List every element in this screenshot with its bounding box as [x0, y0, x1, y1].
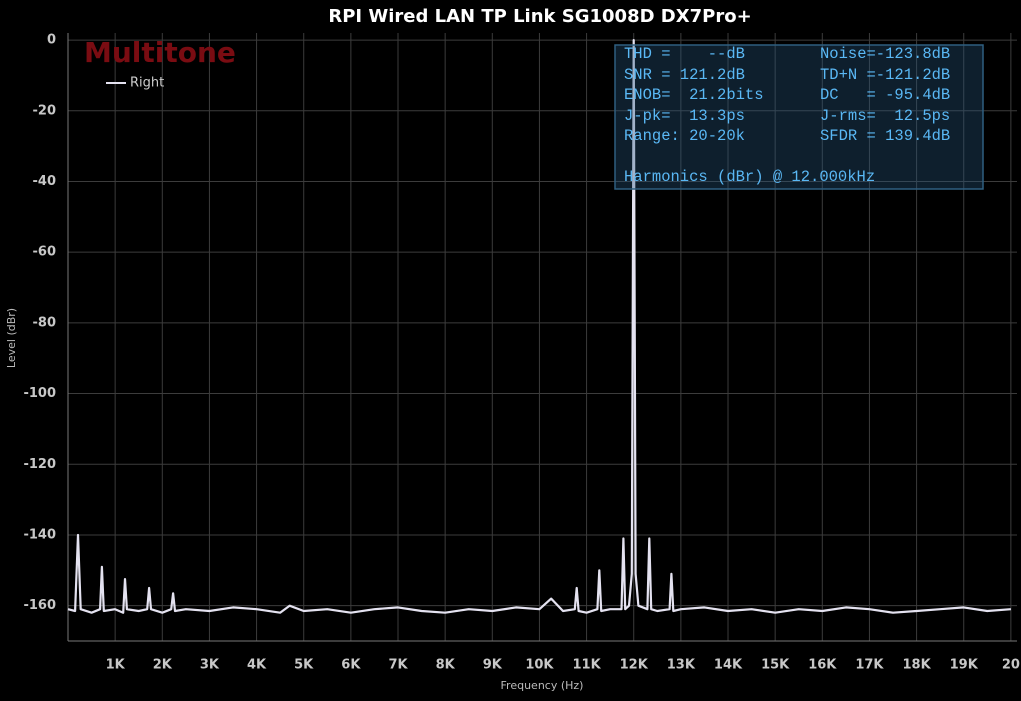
- y-tick-label: -160: [23, 598, 56, 613]
- y-tick-label: -120: [23, 457, 56, 472]
- stat-footer: Harmonics (dBr) @ 12.000kHz: [624, 168, 875, 186]
- x-tick-label: 17K: [855, 658, 884, 673]
- x-tick-label: 10K: [525, 658, 554, 673]
- x-tick-label: 14K: [714, 658, 743, 673]
- data-line: [67, 39, 1011, 614]
- x-tick-label: 5K: [294, 658, 314, 673]
- y-tick-label: -80: [33, 315, 57, 330]
- stats-box: [614, 44, 984, 190]
- y-tick-label: 0: [47, 33, 56, 48]
- y-tick-label: -60: [33, 245, 57, 260]
- x-tick-label: 7K: [388, 658, 408, 673]
- chart-title: RPI Wired LAN TP Link SG1008D DX7Pro+: [328, 6, 751, 27]
- y-tick-label: -100: [23, 386, 56, 401]
- stat-text: Noise=-123.8dB: [820, 45, 950, 63]
- x-tick-label: 8K: [436, 658, 456, 673]
- plot-area: [68, 33, 1017, 641]
- x-tick-label: 2K: [153, 658, 173, 673]
- x-axis-label: Frequency (Hz): [501, 679, 584, 692]
- y-tick-label: -140: [23, 527, 56, 542]
- watermark: Multitone: [84, 36, 236, 69]
- stat-text: DC = -95.4dB: [820, 86, 950, 104]
- x-tick-label: 19K: [950, 658, 979, 673]
- y-tick-label: -40: [33, 174, 57, 189]
- x-tick-label: 16K: [808, 658, 837, 673]
- stat-text: J-pk= 13.3ps: [624, 107, 745, 125]
- x-tick-label: 13K: [667, 658, 696, 673]
- x-tick-label: 6K: [341, 658, 361, 673]
- stat-text: ENOB= 21.2bits: [624, 86, 764, 104]
- y-axis-label: Level (dBr): [5, 308, 18, 368]
- x-tick-label: 20: [1002, 658, 1020, 673]
- stat-text: SNR = 121.2dB: [624, 66, 745, 84]
- stat-text: SFDR = 139.4dB: [820, 127, 950, 145]
- x-tick-label: 4K: [247, 658, 267, 673]
- stat-text: J-rms= 12.5ps: [820, 107, 950, 125]
- x-tick-label: 15K: [761, 658, 790, 673]
- y-tick-label: -20: [33, 103, 57, 118]
- x-tick-label: 12K: [620, 658, 649, 673]
- x-tick-label: 18K: [902, 658, 931, 673]
- stat-text: TD+N =-121.2dB: [820, 66, 950, 84]
- x-tick-label: 11K: [572, 658, 601, 673]
- x-tick-label: 9K: [483, 658, 503, 673]
- legend-label: Right: [130, 76, 164, 91]
- x-tick-label: 1K: [106, 658, 126, 673]
- x-tick-label: 3K: [200, 658, 220, 673]
- stat-text: Range: 20-20k: [624, 127, 745, 145]
- stat-text: THD = --dB: [624, 45, 745, 63]
